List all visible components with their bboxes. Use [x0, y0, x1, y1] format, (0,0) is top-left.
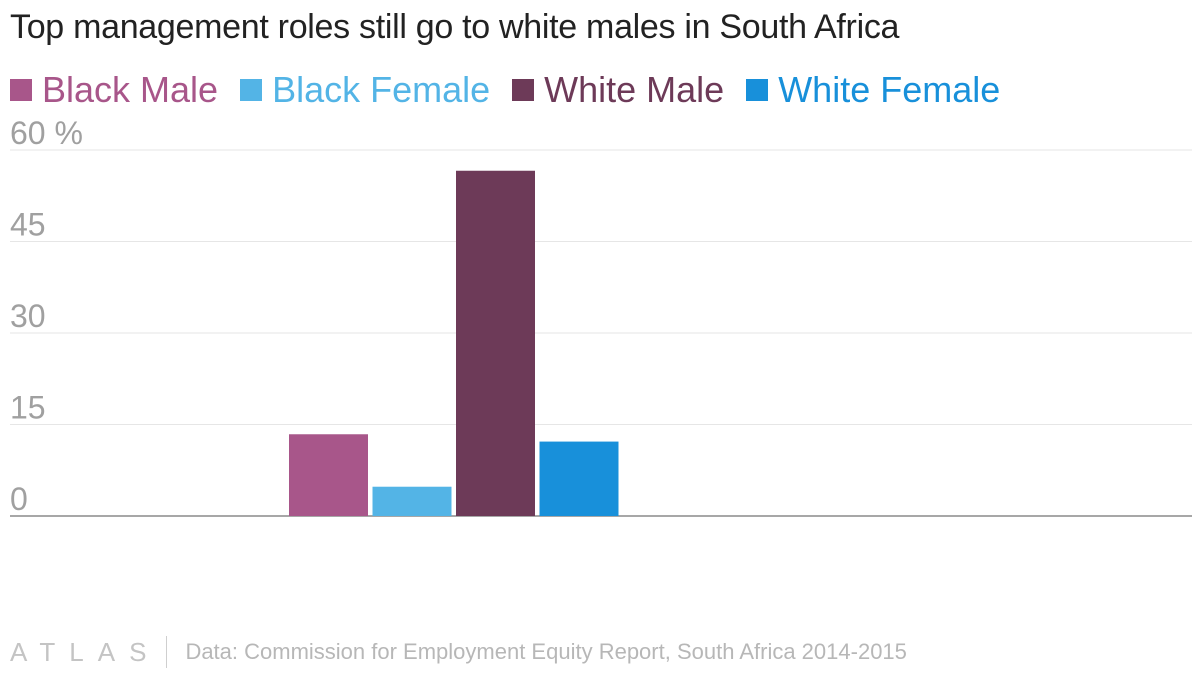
legend-swatch: [10, 79, 32, 101]
source-note: Data: Commission for Employment Equity R…: [185, 639, 907, 664]
legend-item-white-female: White Female: [746, 68, 1000, 112]
legend-swatch: [512, 79, 535, 101]
bar-black-male: [289, 434, 368, 516]
legend-label: Black Female: [272, 69, 491, 110]
legend-label: White Female: [778, 69, 1001, 110]
footer-divider: [166, 636, 168, 668]
legend: Black Male Black Female White Male White Fe…: [10, 68, 1022, 112]
footer: ATLAS Data: Commission for Employment Eq…: [10, 636, 907, 668]
legend-swatch: [746, 79, 769, 101]
chart-title: Top management roles still go to white m…: [10, 8, 900, 46]
y-tick-label: 30: [10, 298, 46, 334]
y-tick-label: 15: [10, 390, 46, 426]
legend-label: Black Male: [42, 69, 219, 110]
y-tick-label: 60 %: [10, 115, 83, 151]
legend-item-black-female: Black Female: [240, 68, 490, 112]
bar-black-female: [372, 486, 452, 516]
legend-swatch: [240, 79, 263, 101]
legend-label: White Male: [544, 69, 725, 110]
atlas-logo: ATLAS: [10, 636, 161, 667]
y-tick-label: 0: [10, 481, 28, 517]
bar-white-male: [456, 170, 535, 517]
legend-item-black-male: Black Male: [10, 68, 218, 112]
bar-white-female: [539, 441, 619, 516]
y-tick-label: 45: [10, 207, 46, 243]
legend-item-white-male: White Male: [512, 68, 724, 112]
